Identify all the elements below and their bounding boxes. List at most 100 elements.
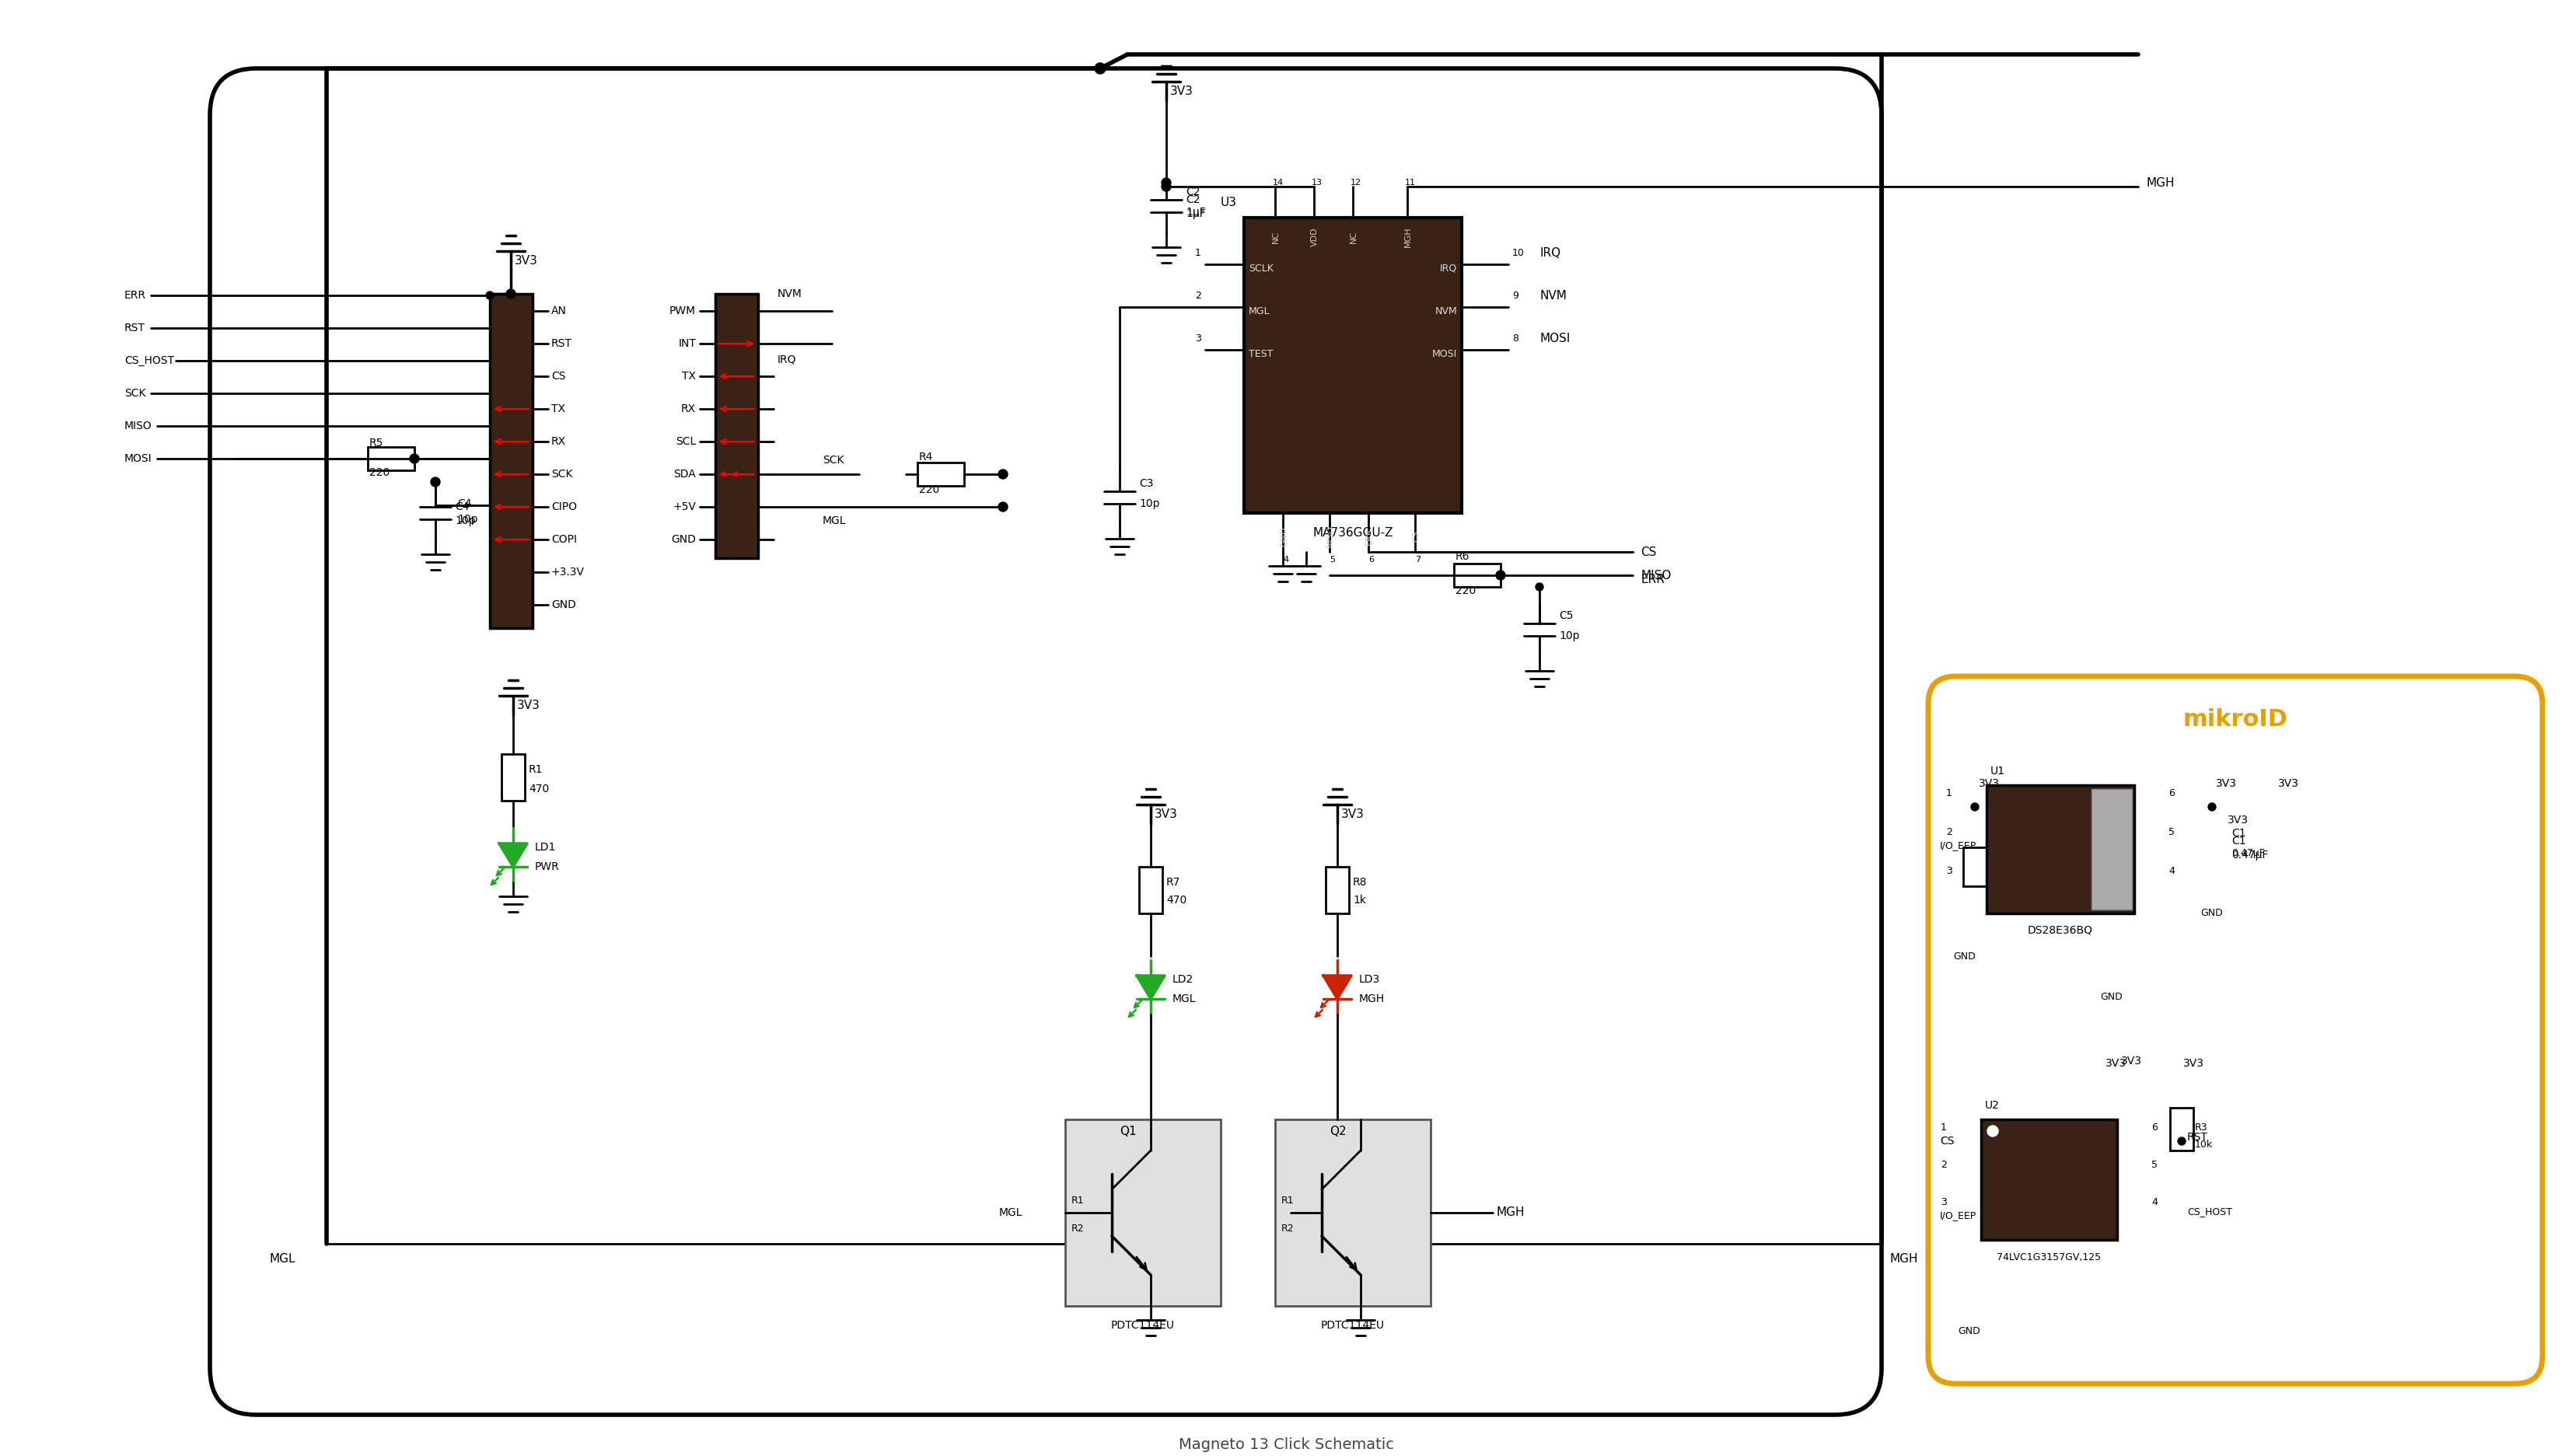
Circle shape [1988, 1125, 1998, 1137]
Text: SCL: SCL [676, 437, 697, 447]
Text: PWM: PWM [669, 306, 697, 316]
Text: MISO: MISO [1327, 526, 1335, 547]
Text: RX: RX [682, 403, 697, 415]
Text: 3V3: 3V3 [1155, 808, 1178, 820]
Text: RST: RST [550, 338, 571, 349]
Text: PDTC114EU: PDTC114EU [1111, 1321, 1175, 1331]
Text: VCC: VCC [2094, 1175, 2112, 1182]
Text: 3V3: 3V3 [1978, 778, 2001, 789]
Text: MGH: MGH [1890, 1254, 1919, 1265]
Text: C5: C5 [1559, 610, 1574, 622]
Text: NVM: NVM [777, 288, 802, 300]
Text: 3V3: 3V3 [2279, 778, 2299, 789]
Text: MGL: MGL [823, 515, 846, 526]
Text: 6: 6 [2168, 788, 2173, 798]
Text: MGH: MGH [2145, 176, 2173, 188]
Text: RST: RST [123, 323, 144, 333]
Text: 1: 1 [1947, 788, 1952, 798]
Text: R1: R1 [1281, 1195, 1294, 1206]
Text: GND: GND [1988, 1175, 2006, 1182]
Text: R7: R7 [1165, 877, 1181, 888]
Text: GND: GND [1955, 951, 1975, 961]
Bar [1986, 785, 2135, 913]
Text: 220: 220 [918, 485, 939, 495]
Text: I/O_EEP: I/O_EEP [1939, 1211, 1978, 1220]
Circle shape [2178, 1137, 2186, 1144]
Text: GND: GND [550, 600, 576, 610]
Text: GND: GND [1957, 1326, 1980, 1337]
Text: C2: C2 [1186, 186, 1201, 198]
Text: 8: 8 [1512, 333, 1517, 344]
Text: 13: 13 [1312, 179, 1322, 186]
Text: ERR: ERR [1366, 527, 1373, 545]
Bar [1139, 866, 1163, 913]
Text: IRQ: IRQ [1541, 248, 1561, 259]
Bar [2171, 1108, 2194, 1150]
Text: PIOA: PIOA [2088, 842, 2109, 850]
Bar [1065, 1120, 1222, 1306]
Text: Z: Z [2104, 1211, 2112, 1220]
Text: MOSI: MOSI [123, 453, 152, 464]
Text: 1µF: 1µF [1186, 207, 1206, 217]
Text: PWR: PWR [535, 862, 561, 872]
Text: MGH: MGH [1358, 993, 1384, 1005]
Polygon shape [1325, 976, 1350, 999]
Text: C4: C4 [458, 498, 471, 510]
Text: 3: 3 [1947, 866, 1952, 875]
Circle shape [430, 478, 440, 486]
Text: Y0: Y0 [1988, 1211, 1998, 1220]
Text: 10p: 10p [1139, 498, 1160, 510]
Text: 3V3: 3V3 [514, 255, 538, 266]
Text: U3: U3 [1222, 197, 1237, 208]
Circle shape [1096, 63, 1106, 74]
Text: R4: R4 [918, 451, 934, 463]
Circle shape [1163, 178, 1170, 188]
Text: 0.47µF: 0.47µF [2232, 849, 2266, 859]
Text: C4: C4 [455, 501, 468, 513]
Circle shape [1535, 582, 1543, 591]
Text: INT: INT [679, 338, 697, 349]
Text: CIPO: CIPO [550, 501, 576, 513]
Text: NVM: NVM [1435, 306, 1458, 316]
Text: NC: NC [1350, 232, 1358, 243]
Bar [1962, 847, 1986, 887]
Text: 1k: 1k [1353, 895, 1366, 906]
Text: NVM: NVM [1541, 290, 1566, 301]
Text: C1: C1 [2232, 828, 2245, 839]
Text: EP: EP [2091, 844, 2104, 853]
Text: 6: 6 [1368, 556, 1373, 563]
Bar [1276, 1120, 1430, 1306]
Text: 3: 3 [1196, 333, 1201, 344]
Text: IO: IO [1991, 842, 2001, 850]
Text: 3V3: 3V3 [517, 700, 540, 712]
Circle shape [507, 290, 514, 298]
Text: C3: C3 [1139, 478, 1152, 489]
Text: Q2: Q2 [1330, 1125, 1345, 1137]
Text: MGH: MGH [1497, 1207, 1525, 1219]
Text: LD3: LD3 [1358, 974, 1381, 984]
Circle shape [409, 454, 419, 463]
Text: AN: AN [550, 306, 566, 316]
Text: 11: 11 [1404, 179, 1415, 186]
Text: 1k: 1k [1993, 872, 2004, 882]
Text: 0.47µF: 0.47µF [2232, 850, 2269, 860]
Text: 10p: 10p [455, 515, 476, 526]
Text: 9: 9 [1512, 290, 1517, 300]
Text: 5: 5 [2150, 1159, 2158, 1169]
Bar [1980, 1120, 2117, 1241]
Text: 3V3: 3V3 [1170, 86, 1193, 98]
Text: I/O_EEP: I/O_EEP [1939, 840, 1978, 850]
Text: 2: 2 [1942, 1159, 1947, 1169]
Bar [1245, 217, 1461, 513]
Text: 3: 3 [1942, 1197, 1947, 1207]
Text: 7: 7 [1415, 556, 1420, 563]
Text: TX: TX [682, 371, 697, 381]
Text: TX: TX [550, 403, 566, 415]
Text: 470: 470 [1165, 895, 1186, 906]
Text: MOSI: MOSI [1433, 348, 1458, 358]
Text: PIOB: PIOB [2088, 881, 2109, 888]
Text: C2: C2 [1186, 194, 1201, 205]
Text: GND: GND [1281, 527, 1289, 546]
Text: MGL: MGL [1247, 306, 1271, 316]
Text: 6: 6 [2150, 1123, 2158, 1133]
